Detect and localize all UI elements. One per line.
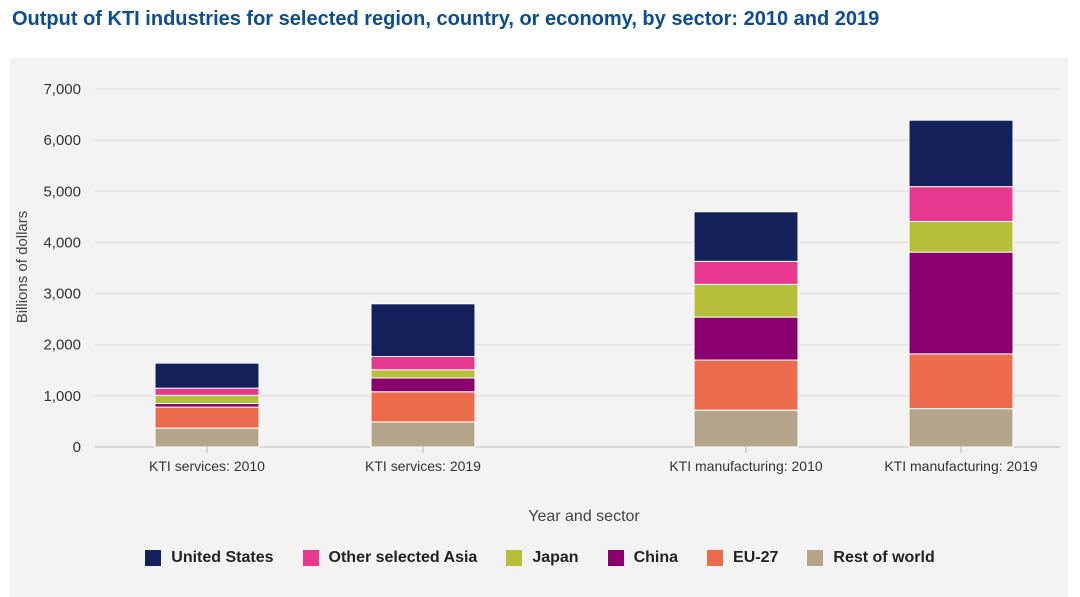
chart-panel	[10, 58, 1068, 597]
legend-item-other-selected-asia[interactable]: Other selected Asia	[302, 549, 478, 567]
x-tick-label: KTI manufacturing: 2010	[669, 458, 823, 474]
bar-segment-eu-27[interactable]: EU-27: 590	[370, 391, 476, 423]
x-tick-label: KTI services: 2019	[365, 458, 481, 474]
bar-segment-japan[interactable]: Japan: 160	[370, 369, 476, 379]
x-axis-label: Year and sector	[528, 508, 640, 525]
bar-segment-other-selected-asia[interactable]: Other selected Asia: 260	[370, 355, 476, 371]
bar-segment-japan[interactable]: Japan: 600	[908, 220, 1014, 253]
y-tick-label: 7,000	[43, 81, 81, 98]
legend-item-china[interactable]: China	[607, 549, 679, 567]
bar-segment-china[interactable]: China: 840	[693, 316, 799, 361]
y-tick-label: 1,000	[43, 388, 81, 405]
chart-title: Output of KTI industries for selected re…	[12, 8, 880, 30]
legend-label: Rest of world	[833, 549, 935, 566]
legend-swatch	[707, 550, 724, 566]
bar-segment-rest-of-world[interactable]: Rest of world: 750	[908, 408, 1014, 448]
bar-segment-rest-of-world[interactable]: Rest of world: 490	[370, 421, 476, 448]
legend-item-rest-of-world[interactable]: Rest of world	[807, 549, 935, 567]
bar-segment-united-states[interactable]: United States: 970	[693, 211, 799, 262]
bar-segment-china[interactable]: China: 1990	[908, 251, 1014, 355]
bar-segment-eu-27[interactable]: EU-27: 980	[693, 359, 799, 411]
bar-segment-other-selected-asia[interactable]: Other selected Asia: 450	[693, 260, 799, 285]
legend-label: EU-27	[733, 549, 779, 566]
bar-segment-china[interactable]: China: 270	[370, 377, 476, 393]
x-tick-label: KTI services: 2010	[149, 458, 265, 474]
y-axis-label: Billions of dollars	[14, 211, 31, 324]
bar-segment-rest-of-world[interactable]: Rest of world: 370	[154, 427, 260, 448]
bar-segment-china[interactable]: China: 70	[154, 403, 260, 408]
legend-item-united-states[interactable]: United States	[145, 549, 274, 567]
y-tick-label: 5,000	[43, 183, 81, 200]
legend-swatch	[302, 550, 319, 566]
legend-label: Japan	[532, 549, 579, 566]
bar-segment-other-selected-asia[interactable]: Other selected Asia: 140	[154, 387, 260, 396]
legend-label: China	[633, 549, 679, 566]
bar-segment-japan[interactable]: Japan: 640	[693, 283, 799, 318]
y-tick-label: 3,000	[43, 286, 81, 303]
bar-segment-united-states[interactable]: United States: 1300	[908, 119, 1014, 188]
bar-segment-eu-27[interactable]: EU-27: 410	[154, 406, 260, 429]
legend-swatch	[807, 550, 824, 566]
legend-swatch	[607, 550, 624, 566]
x-tick-label: KTI manufacturing: 2019	[884, 458, 1038, 474]
y-tick-label: 4,000	[43, 234, 81, 251]
legend-item-eu-27[interactable]: EU-27	[707, 549, 778, 567]
legend-label: Other selected Asia	[328, 549, 478, 566]
legend-swatch	[145, 550, 162, 566]
bar-segment-united-states[interactable]: United States: 1030	[370, 303, 476, 357]
bar-segment-japan[interactable]: Japan: 160	[154, 394, 260, 405]
y-tick-label: 2,000	[43, 337, 81, 354]
legend-item-japan[interactable]: Japan	[506, 549, 579, 567]
legend-label: United States	[171, 549, 274, 566]
y-tick-label: 6,000	[43, 132, 81, 149]
y-tick-label: 0	[73, 439, 81, 456]
bar-segment-united-states[interactable]: United States: 490	[154, 362, 260, 389]
chart-legend: United States Other selected Asia Japan Chi…	[0, 549, 1080, 567]
bar-segment-other-selected-asia[interactable]: Other selected Asia: 680	[908, 186, 1014, 222]
bar-segment-rest-of-world[interactable]: Rest of world: 720	[693, 409, 799, 448]
bar-segment-eu-27[interactable]: EU-27: 1070	[908, 353, 1014, 410]
legend-swatch	[506, 550, 523, 566]
